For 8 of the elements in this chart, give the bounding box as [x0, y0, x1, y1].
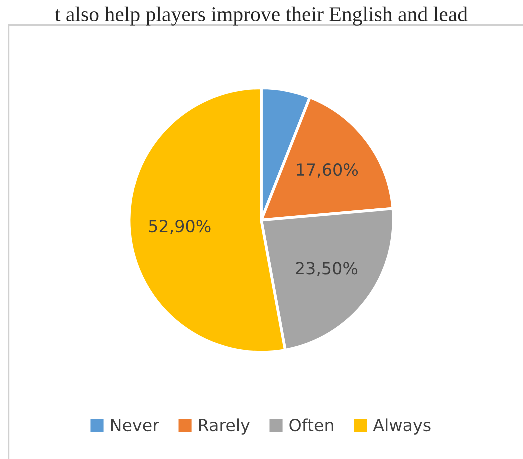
legend-label: Always	[373, 418, 431, 435]
data-label: 17,60%	[297, 164, 358, 178]
data-label: 23,50%	[296, 262, 358, 276]
legend-label: Often	[290, 418, 334, 432]
legend-label: Never	[111, 419, 160, 432]
legend-label: Rarely	[199, 418, 250, 435]
data-label: 52,90%	[149, 220, 211, 234]
text: t also help players improve their English and lead	[55, 6, 468, 26]
